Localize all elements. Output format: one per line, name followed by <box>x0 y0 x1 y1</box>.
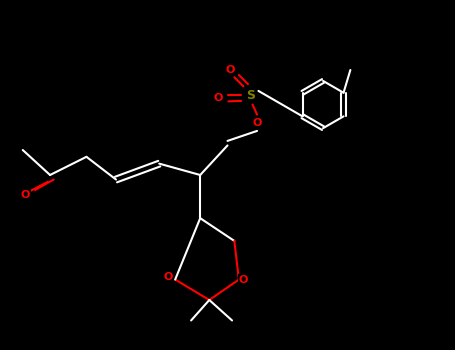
Text: S: S <box>246 89 255 102</box>
Text: O: O <box>253 118 262 128</box>
Text: O: O <box>239 274 248 285</box>
Text: O: O <box>225 65 234 76</box>
Text: O: O <box>164 272 173 282</box>
Text: O: O <box>214 93 223 103</box>
Text: O: O <box>20 190 30 201</box>
